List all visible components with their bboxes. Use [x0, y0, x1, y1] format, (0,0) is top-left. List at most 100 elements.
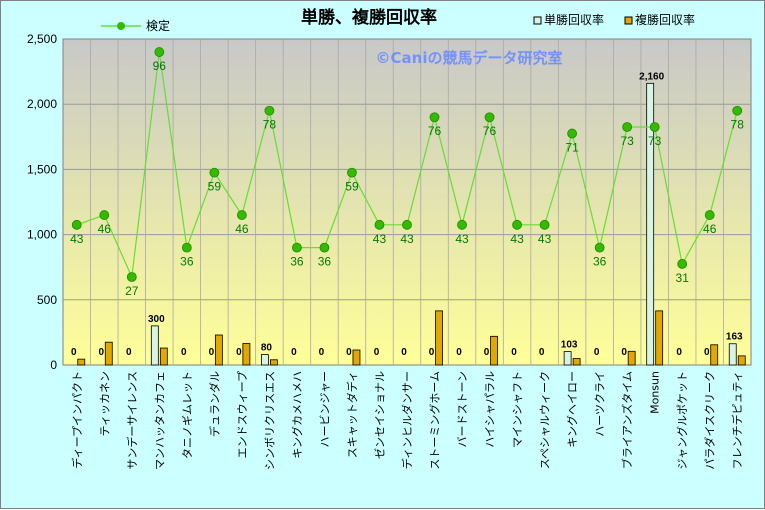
line-point-label: 36 — [180, 255, 194, 269]
line-point-label: 59 — [208, 180, 222, 194]
legend-place-swatch — [624, 16, 633, 25]
x-tick-label: デュランダル — [207, 371, 221, 437]
line-point-label: 46 — [98, 222, 112, 236]
y-tick-label: 2,500 — [27, 32, 57, 46]
win-bar — [150, 325, 159, 366]
line-point-label: 43 — [510, 232, 524, 246]
win-bar-label: 0 — [98, 347, 104, 358]
line-point-label: 36 — [290, 255, 304, 269]
win-bar — [260, 354, 269, 366]
win-bar-label: 163 — [726, 332, 743, 343]
win-bar-label: 0 — [126, 347, 132, 358]
y-tick-label: 1,000 — [27, 228, 57, 242]
x-tick-label: ハービンジャー — [318, 371, 331, 447]
line-point — [126, 272, 137, 282]
win-bar-label: 0 — [374, 347, 380, 358]
x-tick-label: シンボリクリスエス — [263, 371, 276, 470]
line-point — [539, 219, 550, 230]
win-bar-label: 80 — [261, 343, 273, 354]
line-point — [677, 259, 688, 269]
win-bar-label: 0 — [511, 347, 517, 358]
bar-labels: 0 0 0 300 0 0 0 80 0 0 0 0 0 0 0 0 0 0 103 0 0 2,160 0 0 163 — [71, 71, 743, 358]
win-bar-label: 0 — [346, 347, 352, 358]
win-bar-label: 0 — [484, 347, 490, 358]
line-point-label: 36 — [593, 255, 607, 269]
legend-win-swatch — [533, 16, 542, 25]
line-point-label: 76 — [428, 124, 442, 138]
line-point-label: 43 — [455, 232, 469, 246]
line-point — [704, 210, 715, 220]
y-tick-label: 2,000 — [27, 97, 57, 111]
line-point — [181, 242, 192, 253]
legend-line-marker — [117, 22, 125, 30]
win-bar-label: 0 — [181, 347, 187, 358]
line-point — [567, 128, 578, 139]
line-point — [402, 219, 412, 230]
line-point-label: 43 — [70, 232, 84, 246]
place-bar — [269, 359, 278, 366]
legend-place-entry: 複勝回収率 — [624, 12, 695, 27]
line-point-label: 46 — [703, 222, 717, 236]
legend-win-entry: 単勝回収率 — [533, 12, 604, 27]
place-bar — [242, 343, 251, 366]
win-bar-label: 0 — [676, 347, 682, 358]
win-bar-label: 0 — [71, 347, 77, 358]
x-tick-label: Monsun — [649, 371, 662, 414]
line-point — [154, 47, 165, 57]
y-tick-label: 1,500 — [27, 162, 57, 176]
bars — [77, 82, 746, 366]
line-point — [347, 167, 357, 178]
legend-place-label: 複勝回収率 — [635, 12, 695, 27]
place-bar — [435, 310, 443, 366]
line-point — [732, 105, 743, 116]
line-point — [99, 210, 110, 220]
chart-title: 単勝、複勝回収率 — [301, 7, 437, 28]
line-point — [484, 112, 495, 123]
line-point-label: 76 — [483, 124, 497, 138]
line-point — [512, 219, 522, 230]
legend-line-entry: 検定 — [101, 18, 170, 33]
line-point — [319, 242, 330, 253]
x-tick-label: ストーミングホーム — [428, 371, 442, 470]
win-bar-label: 0 — [319, 347, 325, 358]
x-tick-label: バードストーン — [456, 371, 469, 447]
x-tick-label: スキャットダディ — [345, 371, 359, 458]
y-axis-ticks: 0 500 1,000 1,500 2,000 2,500 — [27, 32, 57, 372]
line-point — [292, 242, 302, 253]
place-bar — [77, 358, 86, 366]
line-point — [429, 112, 440, 123]
win-bar-label: 103 — [561, 340, 578, 351]
x-axis-ticks: ディープインパクト ティッカネン サンデーサイレンス マンハッタンカフェ タニノギムレッ… — [70, 371, 744, 470]
place-bar — [710, 344, 719, 366]
watermark: ©Caniの競馬データ研究室 — [376, 49, 563, 67]
x-tick-label: ティッカネン — [98, 371, 111, 436]
win-bar — [728, 343, 737, 366]
line-point-label: 43 — [400, 232, 414, 246]
line-point — [622, 122, 633, 132]
place-bar — [655, 310, 664, 366]
win-bar — [646, 82, 655, 366]
place-bar — [159, 347, 168, 366]
x-tick-label: ゼンセイショナル — [373, 371, 386, 459]
x-tick-label: パラダイスクリーク — [703, 371, 717, 470]
place-bar — [627, 350, 636, 366]
x-tick-label: ハーツクライ — [594, 371, 607, 437]
line-point-label: 43 — [373, 232, 387, 246]
win-bar-label: 0 — [704, 347, 710, 358]
x-tick-label: マンハッタンカフェ — [153, 371, 166, 470]
line-point — [236, 210, 247, 220]
line-point — [71, 219, 82, 230]
x-tick-label: マインシャフト — [511, 371, 524, 448]
line-point-label: 71 — [565, 141, 579, 155]
win-bar-label: 0 — [209, 347, 215, 358]
line-point — [594, 242, 605, 253]
place-bar — [737, 355, 746, 366]
x-tick-label: キングヘイロー — [565, 371, 579, 448]
x-tick-label: ディンヒルダンサー — [400, 371, 414, 469]
plot-area — [62, 38, 752, 366]
line-point — [649, 122, 660, 132]
place-bar — [352, 349, 361, 366]
win-bar-label: 0 — [429, 347, 435, 358]
